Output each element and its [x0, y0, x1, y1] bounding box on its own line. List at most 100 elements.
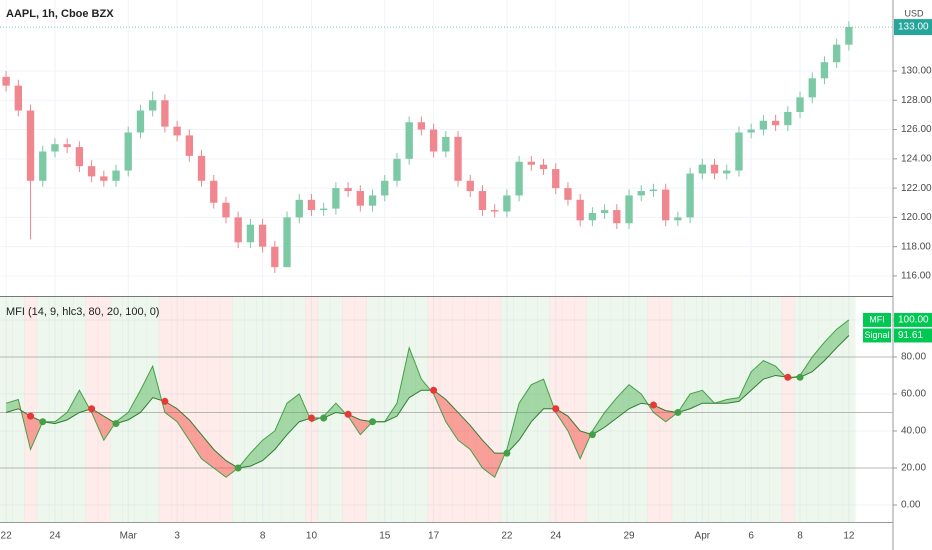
candle-body — [26, 110, 35, 181]
candle-body — [588, 212, 597, 221]
background-band — [293, 297, 306, 522]
background-band — [574, 297, 587, 522]
background-band — [317, 297, 331, 522]
layer — [0, 0, 893, 522]
background-band — [354, 297, 367, 522]
candle-body — [246, 224, 255, 243]
mfi-fill — [30, 416, 43, 450]
background-band — [513, 297, 526, 522]
last-value-box — [894, 312, 932, 327]
x-tick-label: Mar — [120, 531, 138, 542]
background-band — [439, 297, 453, 522]
background-band — [757, 297, 770, 522]
candle-body — [466, 180, 474, 192]
candle-body — [698, 164, 706, 174]
mfi-fill — [616, 384, 630, 419]
last-price-label: 133.00 — [898, 22, 929, 33]
candle-body — [307, 199, 316, 211]
last-value-label: 100.00 — [898, 315, 929, 326]
background-band — [305, 297, 319, 522]
background-band — [720, 297, 734, 522]
background-band — [806, 297, 819, 522]
candle-body — [539, 164, 548, 170]
candle-body — [637, 191, 645, 196]
background-band — [329, 297, 343, 522]
y-tick-label: 126.00 — [901, 124, 932, 135]
candle-body — [271, 246, 279, 268]
x-tick-label: 29 — [623, 531, 635, 542]
candle-body — [14, 85, 22, 111]
background-band — [109, 297, 123, 522]
mfi-fill — [213, 449, 226, 478]
mfi-fill — [653, 405, 666, 422]
background-band — [647, 297, 661, 522]
cross-dot — [430, 386, 438, 394]
background-band — [280, 297, 294, 522]
y-tick-label: 124.00 — [901, 153, 932, 164]
background-band — [464, 297, 477, 522]
background-band — [378, 297, 392, 522]
background-band — [769, 297, 783, 522]
candle-body — [124, 132, 132, 171]
candle-body — [136, 110, 145, 133]
cross-dot — [552, 405, 560, 413]
candle-body — [686, 173, 694, 218]
background-band — [635, 297, 648, 522]
series-line — [5, 335, 850, 469]
candle-body — [723, 170, 731, 174]
chart-title: AAPL, 1h, Cboe BZX — [6, 8, 114, 20]
cross-dot — [39, 418, 47, 426]
candle-body — [2, 76, 10, 86]
x-tick-label: 8 — [797, 531, 803, 542]
background-band — [146, 297, 160, 522]
mfi-fill — [531, 379, 544, 422]
background-band — [256, 297, 270, 522]
candle-body — [735, 132, 743, 171]
candle-body — [564, 188, 572, 200]
legend-name-box — [863, 312, 891, 327]
mfi-fill — [812, 342, 825, 372]
background-band — [342, 297, 355, 522]
cross-dot — [234, 464, 242, 472]
cross-dot — [649, 401, 657, 409]
candle-body — [417, 122, 426, 130]
candle-body — [625, 195, 633, 224]
y-tick-label: 0.00 — [901, 500, 921, 511]
background-band — [684, 297, 697, 522]
candle-body — [368, 195, 377, 206]
candle-body — [429, 129, 438, 152]
currency-label: USD — [904, 8, 924, 18]
candle-body — [552, 169, 560, 189]
candle-body — [112, 170, 120, 181]
mfi-fill — [629, 384, 642, 409]
candle-body — [39, 151, 47, 181]
cross-dot — [27, 412, 35, 420]
last-value-label: 91.61 — [898, 330, 923, 341]
background-band — [415, 297, 428, 522]
candle-body — [833, 44, 841, 63]
background-band — [268, 297, 282, 522]
candle-body — [381, 180, 389, 196]
x-tick-label: 17 — [428, 531, 440, 542]
cross-dot — [307, 414, 315, 422]
y-tick-label: 130.00 — [901, 66, 932, 77]
mfi-fill — [470, 425, 483, 468]
candle-body — [784, 111, 792, 126]
candle-body — [600, 210, 609, 213]
candle-body — [197, 155, 206, 181]
background-band — [97, 297, 111, 522]
mfi-fill — [824, 329, 837, 361]
cross-dot — [320, 414, 328, 422]
mfi-fill — [458, 412, 471, 450]
background-band — [390, 297, 404, 522]
cross-dot — [588, 431, 596, 439]
x-tick-label: 22 — [501, 531, 513, 542]
mfi-fill — [201, 434, 214, 468]
candle-body — [63, 144, 71, 148]
background-band — [488, 297, 502, 522]
candle-body — [759, 120, 768, 130]
candle-body — [258, 224, 267, 247]
background-band — [476, 297, 490, 522]
background-band — [659, 297, 673, 522]
